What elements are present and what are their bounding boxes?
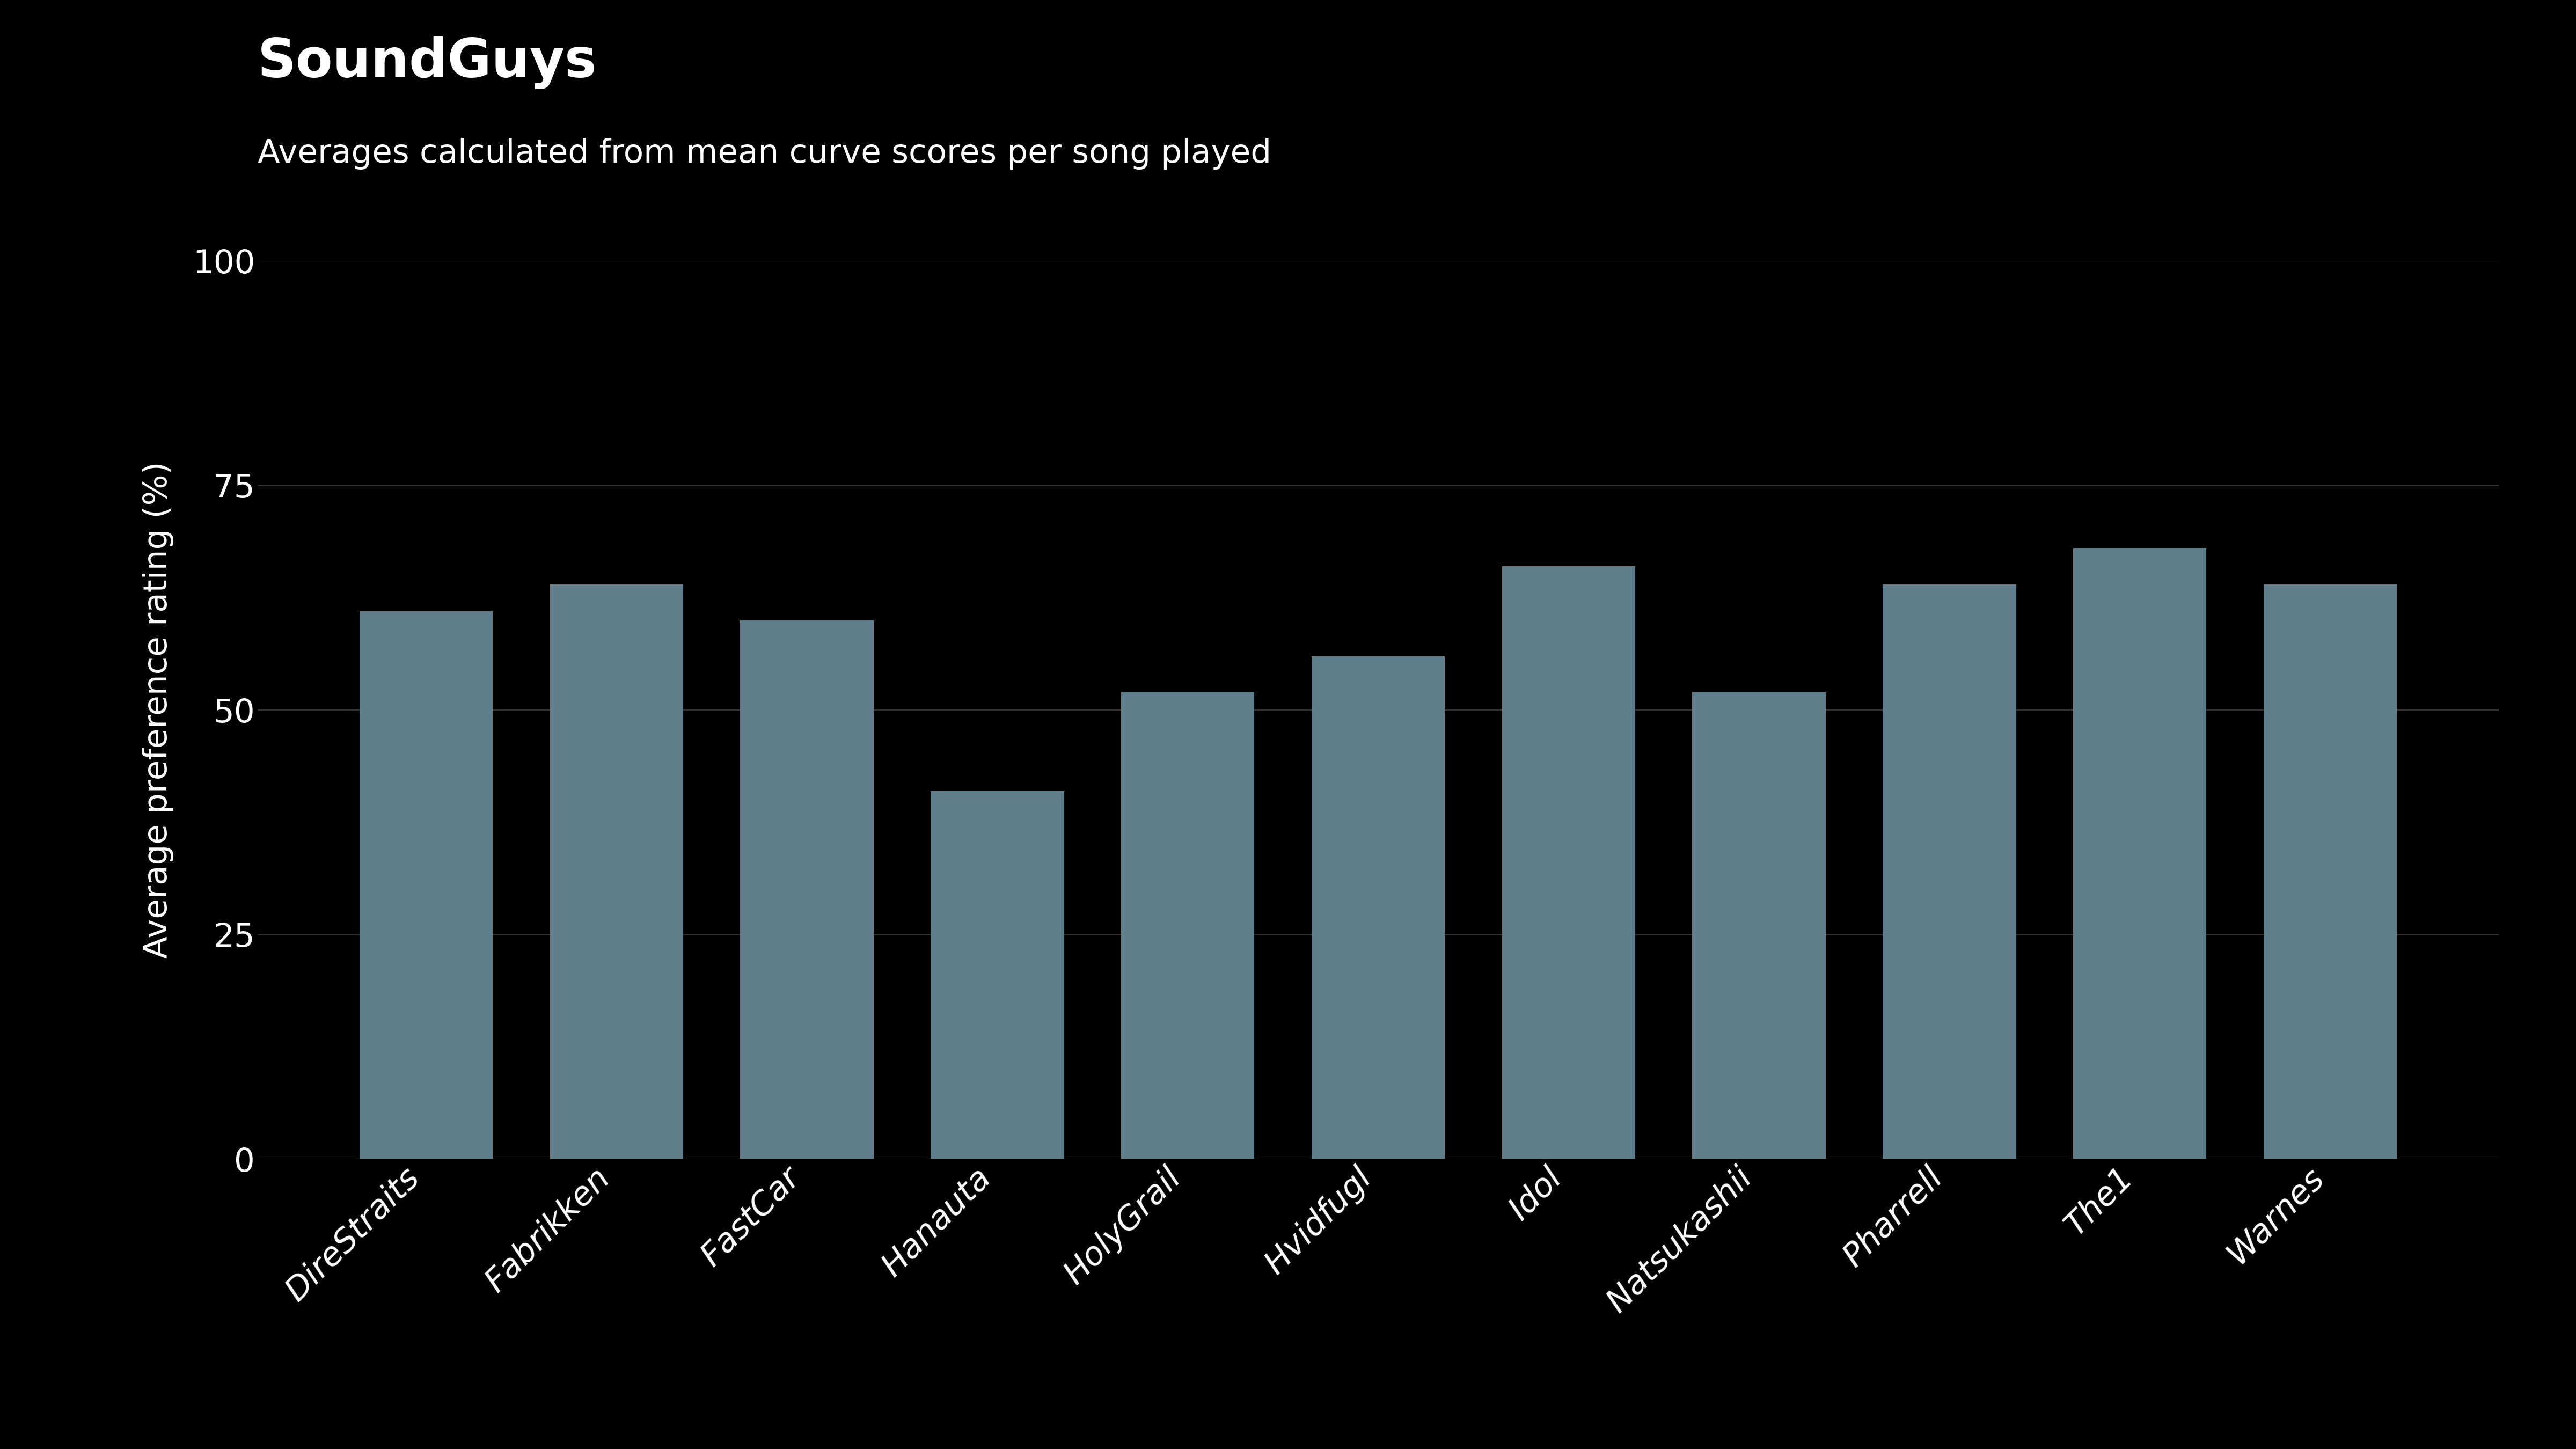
Bar (930, 791, 1064, 1159)
Bar (1883, 584, 2017, 1159)
Bar (361, 611, 492, 1159)
Bar (1502, 567, 1636, 1159)
Text: SoundGuys: SoundGuys (258, 36, 598, 88)
Y-axis label: Average preference rating (%): Average preference rating (%) (142, 461, 175, 959)
Text: Averages calculated from mean curve scores per song played: Averages calculated from mean curve scor… (258, 138, 1273, 170)
Bar (1311, 656, 1445, 1159)
Bar (1121, 693, 1255, 1159)
Bar (2074, 548, 2208, 1159)
Bar (549, 584, 683, 1159)
Bar (739, 620, 873, 1159)
Bar (1692, 693, 1826, 1159)
Bar (2264, 584, 2396, 1159)
